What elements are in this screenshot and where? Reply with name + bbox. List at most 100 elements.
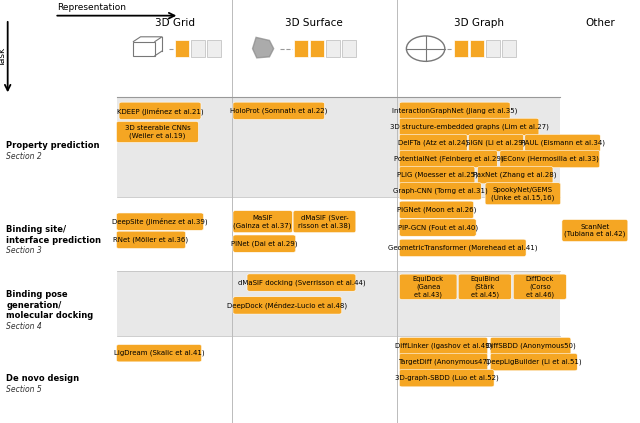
Bar <box>117 336 560 423</box>
Text: Section 4: Section 4 <box>6 322 42 331</box>
FancyBboxPatch shape <box>490 338 571 354</box>
Text: DeepSite (Jiménez et al.39): DeepSite (Jiménez et al.39) <box>112 218 208 225</box>
Text: MaSIF
(Gainza et al.37): MaSIF (Gainza et al.37) <box>234 215 292 228</box>
Text: SpookyNet/GEMS
(Unke et al.15,16): SpookyNet/GEMS (Unke et al.15,16) <box>491 187 555 201</box>
Text: PIP-GCN (Fout et al.40): PIP-GCN (Fout et al.40) <box>397 224 478 231</box>
FancyBboxPatch shape <box>399 201 474 218</box>
Bar <box>175 40 189 57</box>
FancyBboxPatch shape <box>477 167 553 184</box>
FancyBboxPatch shape <box>513 274 566 299</box>
Text: DeepLigBuilder (Li et al.51): DeepLigBuilder (Li et al.51) <box>486 359 582 365</box>
FancyBboxPatch shape <box>399 118 539 135</box>
FancyBboxPatch shape <box>247 274 356 291</box>
FancyBboxPatch shape <box>399 134 467 151</box>
Bar <box>470 40 484 57</box>
Text: LigDream (Skalic et al.41): LigDream (Skalic et al.41) <box>114 350 204 357</box>
Text: PaxNet (Zhang et al.28): PaxNet (Zhang et al.28) <box>474 172 557 179</box>
Text: HoloProt (Somnath et al.22): HoloProt (Somnath et al.22) <box>230 107 328 114</box>
FancyBboxPatch shape <box>399 102 510 119</box>
Text: molecular docking: molecular docking <box>6 311 93 321</box>
FancyBboxPatch shape <box>399 354 488 371</box>
FancyBboxPatch shape <box>525 134 600 151</box>
FancyBboxPatch shape <box>116 344 202 362</box>
Text: Section 3: Section 3 <box>6 246 42 255</box>
Bar <box>117 197 560 271</box>
FancyBboxPatch shape <box>233 297 342 314</box>
Text: Representation: Representation <box>58 3 127 12</box>
Bar <box>207 40 221 57</box>
FancyBboxPatch shape <box>116 231 186 249</box>
Text: De novo design: De novo design <box>6 374 79 383</box>
Bar <box>294 40 308 57</box>
Bar <box>326 40 340 57</box>
FancyBboxPatch shape <box>562 220 628 242</box>
Text: 3D-graph-SBDD (Luo et al.52): 3D-graph-SBDD (Luo et al.52) <box>395 375 499 382</box>
Text: 3D Grid: 3D Grid <box>155 18 195 28</box>
Text: SIGN (Li et al.29): SIGN (Li et al.29) <box>467 140 525 146</box>
FancyBboxPatch shape <box>293 211 356 233</box>
FancyBboxPatch shape <box>468 134 524 151</box>
Text: Graph-CNN (Torng et al.31): Graph-CNN (Torng et al.31) <box>393 188 488 195</box>
Text: PotentialNet (Feinberg et al.29): PotentialNet (Feinberg et al.29) <box>394 156 503 162</box>
FancyBboxPatch shape <box>233 102 324 119</box>
Text: TargetDiff (Anonymous47): TargetDiff (Anonymous47) <box>397 359 490 365</box>
Text: 3D Surface: 3D Surface <box>285 18 343 28</box>
FancyBboxPatch shape <box>399 239 526 256</box>
FancyBboxPatch shape <box>119 102 201 119</box>
Text: ScanNet
(Tubiana et al.42): ScanNet (Tubiana et al.42) <box>564 224 625 237</box>
Text: dMaSIF docking (Sverrisson et al.44): dMaSIF docking (Sverrisson et al.44) <box>237 279 365 286</box>
Text: 3D steerable CNNs
(Weiler et al.19): 3D steerable CNNs (Weiler et al.19) <box>125 125 190 139</box>
Text: Binding pose: Binding pose <box>6 290 68 299</box>
FancyBboxPatch shape <box>399 183 481 200</box>
Text: DelFTa (Atz et al.24): DelFTa (Atz et al.24) <box>398 140 468 146</box>
Text: PIGNet (Moon et al.26): PIGNet (Moon et al.26) <box>397 206 476 213</box>
Text: EquiDock
(Ganea
et al.43): EquiDock (Ganea et al.43) <box>413 276 444 297</box>
FancyBboxPatch shape <box>116 213 204 231</box>
Text: Section 2: Section 2 <box>6 152 42 161</box>
FancyBboxPatch shape <box>399 274 457 299</box>
Bar <box>486 40 500 57</box>
Bar <box>117 0 560 97</box>
Bar <box>454 40 468 57</box>
FancyBboxPatch shape <box>399 150 497 168</box>
Text: Task: Task <box>0 47 7 67</box>
FancyBboxPatch shape <box>399 219 476 236</box>
Bar <box>310 40 324 57</box>
Text: Property prediction: Property prediction <box>6 141 100 151</box>
Text: RNet (Möller et al.36): RNet (Möller et al.36) <box>113 236 189 243</box>
Text: 3D structure-embedded graphs (Lim et al.27): 3D structure-embedded graphs (Lim et al.… <box>390 124 548 130</box>
Bar <box>117 271 560 336</box>
Text: Binding site/: Binding site/ <box>6 225 67 234</box>
Text: generation/: generation/ <box>6 301 61 310</box>
FancyBboxPatch shape <box>399 370 494 387</box>
Bar <box>342 40 356 57</box>
Text: dMaSIF (Sver-
risson et al.38): dMaSIF (Sver- risson et al.38) <box>298 214 351 229</box>
Text: PINet (Dai et al.29): PINet (Dai et al.29) <box>231 240 298 247</box>
Bar <box>191 40 205 57</box>
Text: DeepDock (Méndez-Lucio et al.48): DeepDock (Méndez-Lucio et al.48) <box>227 302 348 309</box>
Text: Other: Other <box>586 18 615 28</box>
FancyBboxPatch shape <box>458 274 511 299</box>
Polygon shape <box>253 37 274 58</box>
FancyBboxPatch shape <box>233 211 292 233</box>
Text: DiffSBDD (Anonymous50): DiffSBDD (Anonymous50) <box>486 343 575 349</box>
Text: InteractionGraphNet (Jiang et al.35): InteractionGraphNet (Jiang et al.35) <box>392 107 517 114</box>
Text: PLIG (Moesser et al.25): PLIG (Moesser et al.25) <box>397 172 477 179</box>
Text: KDEEP (Jiménez et al.21): KDEEP (Jiménez et al.21) <box>116 107 204 115</box>
Bar <box>133 41 155 56</box>
FancyBboxPatch shape <box>490 354 577 371</box>
FancyBboxPatch shape <box>233 235 296 252</box>
Bar <box>117 97 560 197</box>
Text: Section 5: Section 5 <box>6 385 42 394</box>
Text: interface prediction: interface prediction <box>6 236 101 244</box>
Text: DiffDock
(Corso
et al.46): DiffDock (Corso et al.46) <box>525 276 554 297</box>
Text: EquiBind
(Stärk
et al.45): EquiBind (Stärk et al.45) <box>470 276 499 297</box>
Text: GeometricTransformer (Morehead et al.41): GeometricTransformer (Morehead et al.41) <box>388 244 538 251</box>
Bar <box>502 40 516 57</box>
FancyBboxPatch shape <box>485 183 561 205</box>
Text: PAUL (Eismann et al.34): PAUL (Eismann et al.34) <box>520 140 605 146</box>
Text: IEConv (Hermosilla et al.33): IEConv (Hermosilla et al.33) <box>501 156 598 162</box>
FancyBboxPatch shape <box>399 167 475 184</box>
Text: 3D Graph: 3D Graph <box>454 18 504 28</box>
FancyBboxPatch shape <box>399 338 488 354</box>
